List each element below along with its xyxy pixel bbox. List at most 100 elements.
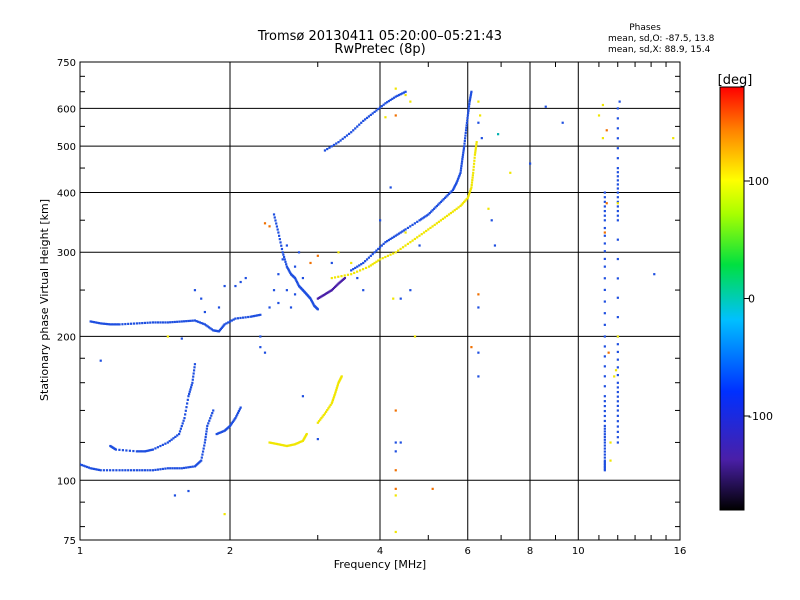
data-point: [171, 467, 174, 470]
data-point: [180, 337, 183, 340]
colorbar-tick-label: -100: [748, 410, 773, 423]
data-point: [459, 169, 462, 172]
data-point: [189, 388, 192, 391]
data-point: [275, 442, 279, 446]
data-point: [401, 246, 405, 249]
data-point: [96, 321, 99, 324]
data-point: [285, 444, 288, 448]
data-point: [293, 276, 297, 280]
data-point: [287, 444, 290, 447]
data-point: [201, 450, 205, 453]
data-point: [289, 271, 292, 275]
data-point: [281, 444, 284, 447]
data-point: [168, 440, 171, 443]
data-point: [330, 402, 333, 405]
y-tick-label: 500: [57, 142, 76, 153]
data-point: [143, 450, 147, 453]
data-point: [394, 494, 397, 497]
data-point: [181, 422, 184, 425]
data-point: [276, 228, 279, 231]
data-point: [603, 450, 606, 453]
data-point: [106, 322, 109, 326]
data-point: [401, 230, 404, 233]
data-point: [202, 322, 205, 325]
data-point: [460, 203, 463, 206]
x-tick-label: 16: [674, 546, 687, 557]
data-point: [616, 381, 619, 384]
data-point: [236, 411, 240, 414]
data-point: [336, 383, 340, 386]
data-point: [330, 261, 333, 265]
data-point: [80, 463, 82, 466]
colorbar-label: [deg]: [718, 73, 753, 88]
data-point: [418, 219, 421, 222]
data-point: [452, 187, 455, 190]
data-point: [205, 430, 208, 433]
data-point: [124, 469, 127, 472]
data-point: [319, 418, 322, 421]
data-point: [301, 276, 305, 280]
data-point: [616, 117, 619, 120]
data-point: [603, 365, 606, 368]
data-point: [387, 99, 390, 103]
data-point: [603, 469, 606, 472]
data-point: [254, 314, 257, 317]
data-point: [234, 284, 237, 288]
data-point: [356, 265, 359, 268]
data-point: [473, 153, 477, 156]
y-tick-label: 100: [57, 476, 76, 487]
data-point: [399, 93, 402, 96]
data-point: [320, 295, 323, 298]
data-point: [334, 285, 337, 288]
data-point: [204, 433, 208, 436]
data-point: [603, 385, 606, 388]
data-point: [230, 319, 233, 322]
data-point: [616, 390, 619, 394]
data-point: [99, 359, 102, 362]
data-point: [285, 244, 288, 247]
data-point: [285, 289, 288, 292]
data-point: [470, 186, 473, 189]
data-point: [468, 98, 472, 102]
data-point: [341, 137, 344, 140]
data-point: [472, 162, 476, 165]
data-point: [616, 343, 619, 346]
data-point: [343, 136, 346, 139]
data-point: [147, 449, 151, 452]
data-point: [189, 319, 192, 322]
data-point: [406, 242, 410, 245]
data-point: [473, 159, 476, 162]
data-point: [603, 265, 606, 268]
data-point: [380, 244, 383, 247]
data-point: [618, 100, 621, 103]
data-point: [132, 322, 136, 325]
data-point: [490, 219, 493, 222]
data-point: [467, 195, 470, 198]
data-point: [200, 456, 203, 459]
data-point: [272, 289, 276, 292]
data-point: [146, 321, 149, 324]
data-point: [206, 424, 209, 428]
data-point: [471, 179, 474, 182]
data-point: [257, 314, 260, 317]
data-point: [404, 244, 407, 247]
data-point: [97, 468, 101, 472]
data-point: [305, 432, 308, 436]
data-point: [178, 467, 181, 470]
data-point: [218, 329, 222, 332]
data-point: [381, 257, 384, 260]
data-point: [135, 450, 138, 453]
data-point: [616, 157, 619, 160]
data-point: [360, 121, 363, 124]
data-point: [432, 207, 436, 210]
data-point: [205, 324, 208, 327]
data-point: [466, 116, 469, 120]
data-point: [474, 147, 477, 150]
data-point: [268, 225, 271, 228]
data-point: [309, 297, 312, 300]
data-point: [394, 251, 397, 254]
data-point: [389, 186, 392, 189]
data-point: [87, 466, 90, 469]
data-point: [425, 214, 429, 217]
data-point: [477, 351, 480, 354]
